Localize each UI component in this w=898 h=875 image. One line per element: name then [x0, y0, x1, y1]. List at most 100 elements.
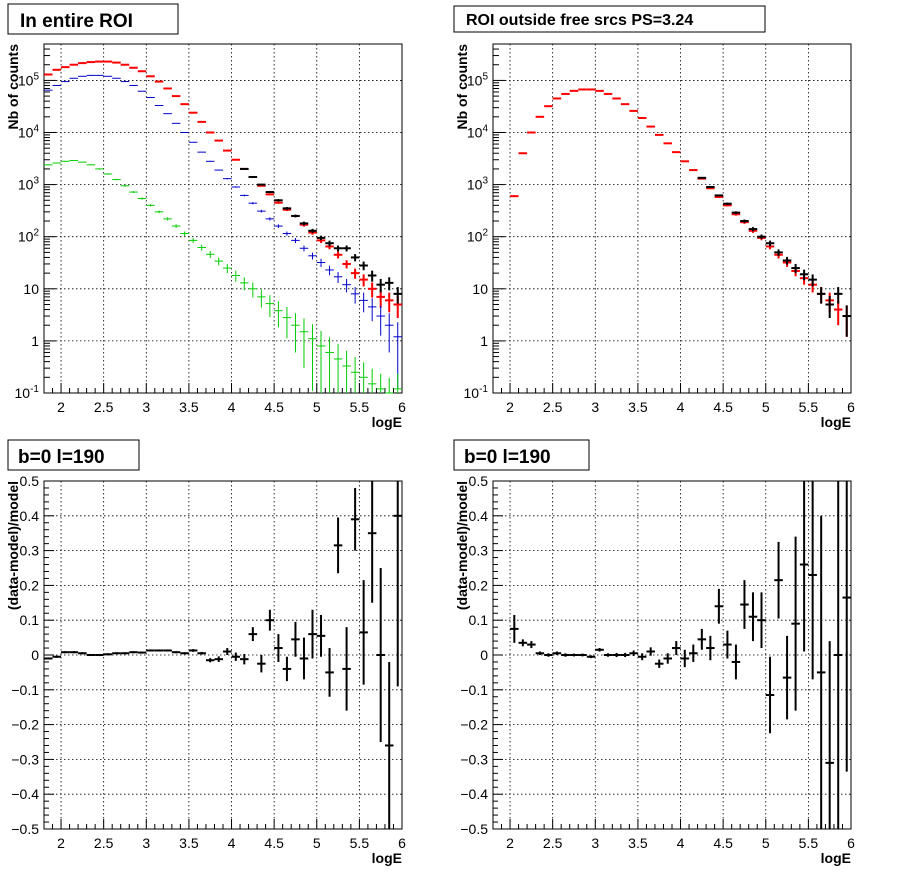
x-tick-label: 3: [142, 399, 150, 415]
data-point: [257, 183, 266, 186]
data-point: [316, 258, 326, 267]
data-point: [223, 149, 232, 152]
data-point: [163, 649, 172, 652]
data-point: [223, 178, 232, 180]
data-point: [171, 224, 181, 228]
data-point: [654, 659, 664, 668]
data-point: [629, 650, 638, 657]
chart-title: In entire ROI: [7, 3, 179, 35]
y-tick-label: 0.5: [469, 473, 489, 489]
data-point: [257, 289, 266, 308]
data-point: [325, 265, 334, 276]
data-point: [231, 270, 241, 282]
data-point: [291, 313, 300, 353]
data-point: [240, 194, 249, 197]
data-point: [376, 278, 385, 293]
y-tick-label: 105: [467, 71, 489, 88]
x-tick-label: 3.5: [179, 399, 199, 415]
data-point: [376, 305, 385, 336]
data-point: [842, 305, 851, 337]
data-point: [282, 656, 292, 682]
data-point: [333, 343, 343, 393]
y-tick-label: −0.4: [460, 786, 488, 802]
x-tick-label: 2.5: [543, 399, 563, 415]
data-point: [112, 652, 121, 655]
chart-panel-1: 2 2.5 3 3.5 4 4.5 5 5.5 6 10-1 1 10 102 103 104 105 logE…: [5, 43, 406, 430]
data-point: [672, 641, 681, 655]
data-point: [825, 641, 834, 829]
chart-title: b=0 l=190: [453, 439, 590, 471]
x-tick-label: 4: [228, 835, 236, 851]
x-tick-label: 4.5: [713, 835, 733, 851]
data-point: [833, 300, 843, 326]
data-point: [359, 580, 368, 685]
y-axis-label: (data-model)/model: [5, 481, 21, 610]
data-point: [731, 211, 741, 215]
data-point: [527, 641, 536, 649]
y-tick-label: 10-1: [464, 384, 489, 401]
x-tick-label: 5.5: [350, 399, 370, 415]
series-2: [240, 167, 402, 304]
chart-title: b=0 l=190: [7, 439, 140, 471]
data-point: [367, 282, 377, 298]
data-point: [367, 481, 377, 603]
y-tick-label: 0: [480, 647, 488, 663]
data-point: [706, 185, 715, 188]
data-point: [333, 245, 343, 252]
data-point: [308, 324, 317, 391]
data-point: [274, 634, 283, 662]
data-point: [825, 296, 834, 319]
data-point: [774, 249, 783, 256]
data-point: [680, 649, 690, 668]
x-axis-label: logE: [372, 850, 402, 866]
data-point: [282, 306, 292, 339]
x-tick-label: 3: [591, 835, 599, 851]
data-point: [197, 151, 206, 153]
data-point: [137, 197, 147, 200]
data-point: [308, 228, 317, 233]
y-tick-label: −0.5: [11, 821, 39, 837]
x-tick-label: 5: [313, 835, 321, 851]
x-tick-label: 3.5: [179, 835, 199, 851]
x-tick-label: 5: [313, 399, 321, 415]
data-point: [697, 176, 707, 179]
data-point: [291, 621, 300, 657]
data-point: [384, 313, 394, 353]
data-point: [833, 481, 843, 829]
data-point: [350, 268, 360, 279]
data-point: [393, 373, 402, 393]
data-point: [282, 231, 292, 236]
y-tick-label: −0.3: [11, 751, 39, 767]
data-point: [384, 377, 394, 394]
data-point: [103, 173, 113, 175]
data-point: [112, 178, 121, 181]
y-tick-label: −0.3: [460, 751, 488, 767]
data-point: [44, 164, 53, 166]
data-point: [240, 277, 249, 291]
y-tick-label: 104: [467, 124, 489, 141]
data-point: [714, 588, 724, 624]
data-point: [689, 169, 698, 172]
data-point: [333, 251, 343, 259]
data-point: [180, 231, 189, 236]
data-point: [299, 245, 309, 252]
data-point: [342, 278, 351, 293]
y-axis-label: (data-model)/model: [454, 481, 470, 610]
data-point: [274, 301, 283, 328]
data-point: [646, 647, 655, 656]
data-point: [603, 653, 613, 657]
y-tick-label: 10: [23, 281, 39, 297]
data-point: [265, 191, 275, 194]
svg-text:b=0 l=190: b=0 l=190: [464, 447, 551, 468]
y-tick-label: 0.2: [469, 577, 489, 593]
data-point: [697, 628, 707, 650]
data-point: [78, 161, 87, 163]
data-point: [120, 184, 130, 187]
data-point: [706, 635, 715, 661]
data-point: [316, 330, 326, 393]
data-point: [740, 219, 749, 223]
y-tick-label: 0.4: [469, 508, 489, 524]
x-tick-label: 2: [506, 399, 514, 415]
data-point: [61, 651, 70, 654]
